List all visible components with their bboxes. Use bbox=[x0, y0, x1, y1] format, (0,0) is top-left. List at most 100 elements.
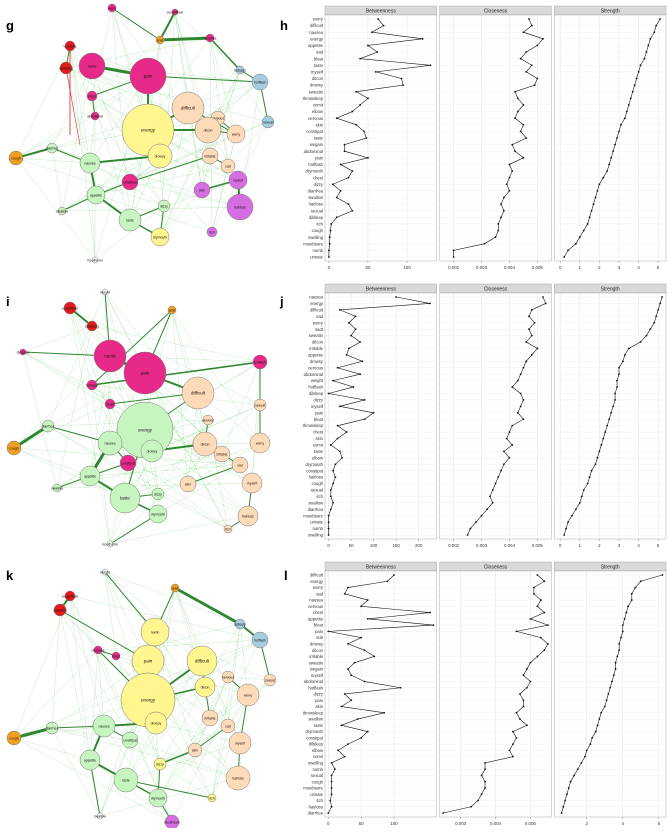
network-edge bbox=[51, 727, 101, 817]
data-point bbox=[491, 489, 494, 491]
node-circle bbox=[129, 57, 167, 95]
category-label: elbow bbox=[312, 455, 324, 460]
network-graph-i: weight coughfever sweating anxt numb pain lack… bbox=[6, 288, 271, 548]
data-point bbox=[516, 411, 519, 414]
data-point bbox=[567, 787, 570, 789]
data-point bbox=[347, 176, 350, 179]
data-point bbox=[329, 229, 332, 232]
data-point bbox=[355, 90, 358, 93]
node-label: diarrhea bbox=[46, 147, 59, 151]
category-label: abdominal bbox=[304, 679, 323, 684]
data-point bbox=[614, 392, 616, 395]
network-node: numb bbox=[78, 52, 106, 80]
data-point bbox=[612, 674, 615, 677]
series-line bbox=[467, 296, 547, 536]
network-node: appetite bbox=[79, 465, 101, 487]
network-edge bbox=[13, 355, 111, 449]
data-point bbox=[618, 373, 620, 376]
facet-strength: Strength 0 1 2 3 4 5 bbox=[554, 283, 667, 548]
node-circle bbox=[79, 152, 101, 174]
node-label: hairloss bbox=[242, 515, 254, 519]
network-edge bbox=[94, 205, 165, 261]
node-label: hotflash bbox=[254, 81, 266, 85]
node-circle bbox=[252, 354, 268, 370]
network-edge bbox=[95, 165, 229, 196]
data-point bbox=[330, 787, 333, 789]
data-point bbox=[360, 636, 363, 639]
data-point bbox=[582, 229, 585, 232]
data-point bbox=[343, 693, 346, 695]
network-edge bbox=[51, 609, 61, 729]
network-node: anxt bbox=[170, 583, 180, 593]
category-label: vomit bbox=[313, 103, 324, 108]
data-point bbox=[519, 405, 522, 408]
node-circle bbox=[106, 540, 114, 548]
data-point bbox=[360, 736, 363, 739]
network-node: bloat bbox=[86, 90, 98, 102]
category-label: appetite bbox=[308, 352, 324, 357]
data-point bbox=[529, 617, 532, 620]
data-point bbox=[514, 150, 516, 153]
category-label: chest bbox=[313, 430, 324, 435]
node-circle bbox=[107, 3, 117, 13]
category-label: pain bbox=[315, 410, 324, 415]
data-point bbox=[347, 586, 349, 589]
data-point bbox=[526, 724, 528, 727]
network-node: hairloss bbox=[237, 505, 259, 527]
category-label: sad bbox=[316, 50, 323, 55]
category-label: nausea bbox=[309, 598, 323, 603]
data-point bbox=[489, 495, 491, 498]
node-circle bbox=[140, 439, 164, 463]
node-label: bloat bbox=[88, 95, 95, 99]
network-edge bbox=[94, 115, 165, 207]
data-point bbox=[536, 347, 539, 350]
tick-label: 150 bbox=[392, 543, 400, 548]
network-node: hotflash bbox=[251, 631, 269, 649]
category-label: drymouth bbox=[306, 169, 324, 174]
tick-label: 5 bbox=[657, 543, 660, 548]
data-point bbox=[350, 674, 353, 677]
data-point bbox=[536, 574, 539, 576]
category-label: myself bbox=[311, 69, 324, 74]
data-point bbox=[519, 130, 522, 133]
node-label: lackapp bbox=[234, 69, 246, 73]
network-edge bbox=[151, 404, 261, 452]
data-point bbox=[653, 31, 656, 34]
data-point bbox=[536, 44, 539, 47]
node-circle bbox=[167, 305, 177, 315]
category-label: bloat bbox=[314, 417, 324, 422]
panel-letter-l: l bbox=[284, 568, 288, 583]
network-edge bbox=[211, 165, 229, 233]
data-point bbox=[350, 334, 353, 337]
data-point bbox=[574, 242, 577, 245]
network-edge bbox=[22, 351, 223, 455]
panel-letter-g: g bbox=[6, 18, 14, 33]
tick-label: 1 bbox=[579, 265, 582, 270]
node-circle bbox=[86, 90, 98, 102]
network-edge bbox=[155, 722, 241, 744]
network-node: drowsy bbox=[144, 711, 168, 735]
data-point bbox=[529, 661, 532, 664]
data-point bbox=[514, 90, 516, 93]
data-point bbox=[586, 223, 589, 225]
category-label: difficult bbox=[310, 573, 324, 578]
data-point bbox=[522, 674, 525, 677]
category-label: hotflash bbox=[308, 685, 323, 690]
data-point bbox=[565, 527, 567, 530]
data-point bbox=[623, 353, 626, 356]
data-point bbox=[508, 749, 511, 752]
data-point bbox=[522, 705, 525, 708]
data-point bbox=[649, 37, 652, 40]
series-line bbox=[563, 296, 663, 536]
data-point bbox=[526, 686, 528, 689]
network-edge bbox=[13, 447, 91, 477]
node-circle bbox=[109, 482, 141, 514]
data-point bbox=[546, 642, 549, 645]
node-label: myself bbox=[235, 742, 245, 746]
node-label: difficult bbox=[195, 659, 210, 664]
node-label: cough bbox=[11, 157, 20, 161]
data-point bbox=[343, 592, 346, 595]
category-label: sexual bbox=[311, 208, 323, 213]
node-label: sad bbox=[225, 165, 231, 169]
network-edge bbox=[91, 384, 129, 464]
